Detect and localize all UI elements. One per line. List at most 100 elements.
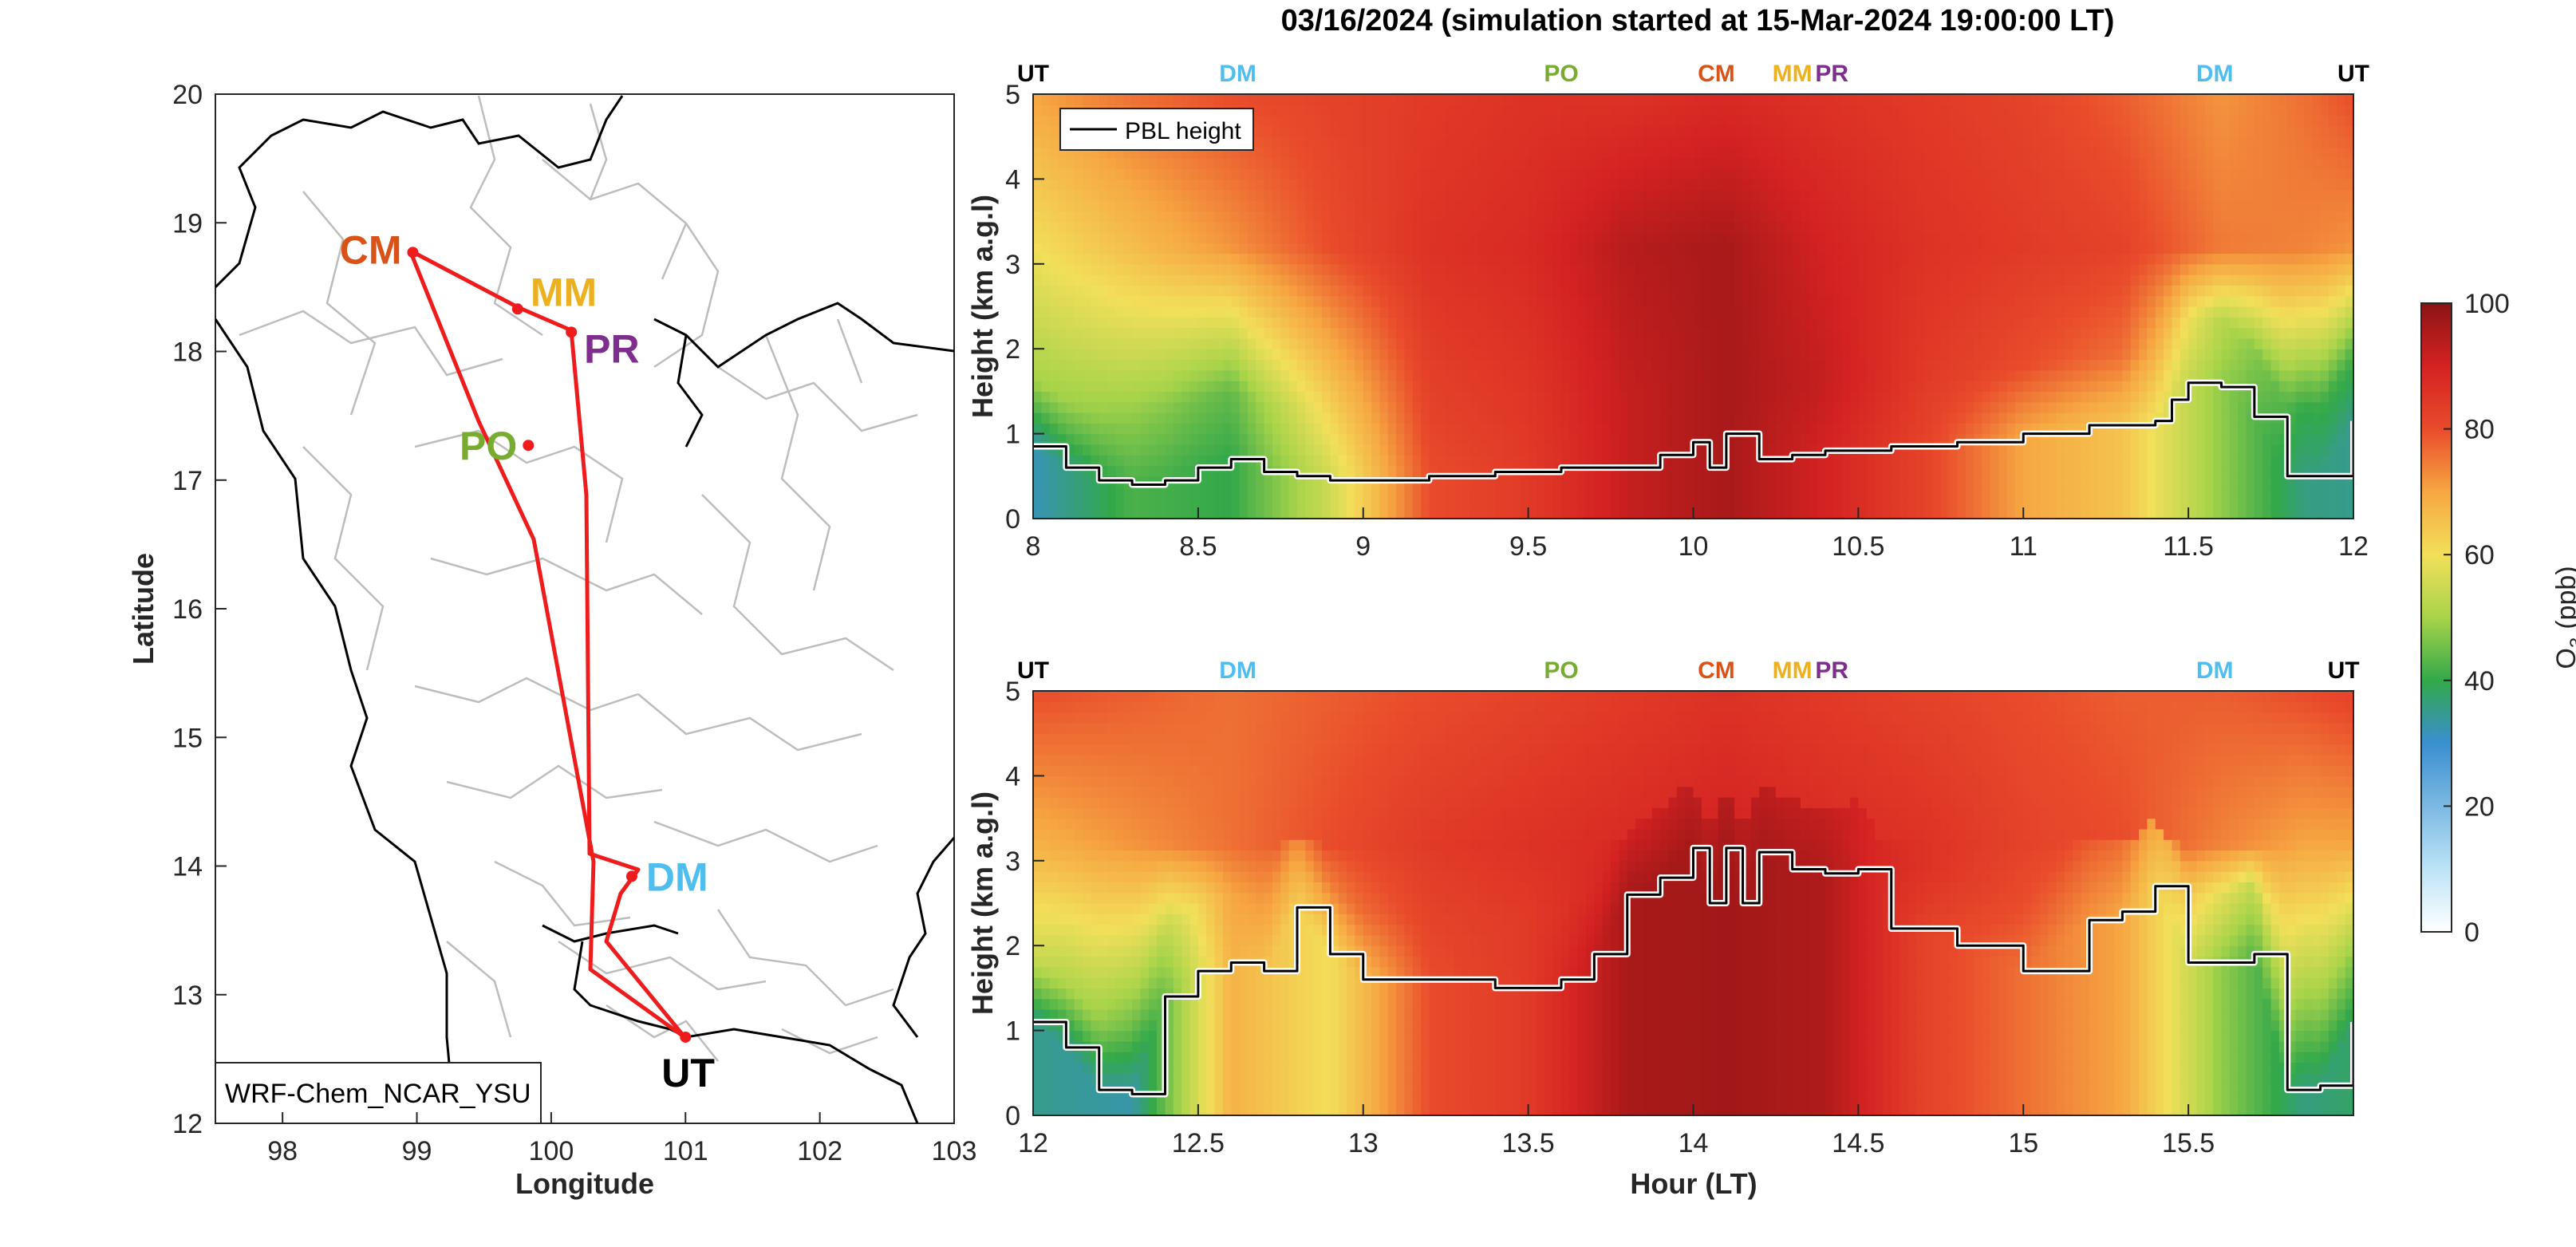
o3-cell [1206, 306, 1216, 318]
o3-cell [1718, 179, 1727, 191]
o3-cell [2048, 423, 2057, 435]
o3-cell [1552, 168, 1562, 180]
o3-cell [1841, 337, 1851, 349]
o3-cell [1181, 401, 1191, 413]
o3-cell [1214, 476, 1224, 487]
o3-cell [1123, 327, 1133, 339]
o3-cell [1446, 487, 1455, 498]
o3-cell [1189, 253, 1199, 265]
o3-cell [1858, 253, 1868, 265]
o3-cell [1833, 476, 1843, 487]
o3-cell [1577, 285, 1587, 297]
o3-cell [1083, 306, 1092, 318]
o3-cell [1288, 263, 1298, 275]
o3-cell [1875, 465, 1884, 477]
o3-cell [1231, 179, 1241, 191]
o3-cell [1305, 115, 1315, 127]
o3-cell [1742, 179, 1752, 191]
o3-cell [1974, 115, 1983, 127]
o3-cell [1718, 401, 1727, 413]
o3-cell [1396, 211, 1406, 223]
o3-cell [1107, 179, 1117, 191]
o3-cell [1809, 243, 1818, 255]
o3-cell [2006, 115, 2016, 127]
o3-cell [1446, 295, 1455, 307]
o3-cell [1998, 211, 2008, 223]
o3-cell [1355, 157, 1364, 169]
o3-cell [1058, 337, 1067, 349]
o3-cell [1660, 317, 1670, 329]
o3-cell [1115, 444, 1125, 456]
o3-cell [1396, 337, 1406, 349]
o3-cell [1437, 253, 1446, 265]
o3-cell [1528, 168, 1537, 180]
o3-cell [1726, 497, 1735, 509]
o3-cell [1800, 189, 1809, 201]
o3-cell [1924, 285, 1934, 297]
o3-cell [1157, 157, 1166, 169]
o3-cell [1313, 105, 1323, 116]
o3-cell [1611, 179, 1620, 191]
o3-cell [1074, 200, 1083, 211]
o3-cell [1949, 115, 1959, 127]
map-site-dot-cm [407, 247, 419, 258]
o3-cell [1033, 168, 1042, 180]
o3-cell [1577, 317, 1587, 329]
o3-cell [1536, 285, 1545, 297]
o3-cell [1915, 285, 1925, 297]
o3-cell [1825, 306, 1834, 318]
province-boundaries [239, 95, 918, 1062]
o3-cell [1998, 136, 2008, 148]
o3-cell [1940, 465, 1950, 477]
o3-cell [1841, 136, 1851, 148]
o3-cell [1685, 253, 1694, 265]
o3-cell [1544, 147, 1554, 159]
o3-cell [1586, 497, 1595, 509]
o3-cell [1883, 94, 1892, 105]
o3-cell [1825, 115, 1834, 127]
o3-cell [1775, 401, 1785, 413]
o3-cell [1883, 189, 1892, 201]
o3-cell [1602, 359, 1611, 371]
o3-cell [1552, 327, 1562, 339]
o3-cell [1280, 168, 1290, 180]
o3-cell [1611, 147, 1620, 159]
o3-cell [1833, 253, 1843, 265]
o3-cell [1330, 295, 1339, 307]
o3-cell [1561, 94, 1570, 105]
o3-cell [1974, 200, 1983, 211]
o3-cell [1586, 243, 1595, 255]
o3-cell [1924, 497, 1934, 509]
o3-cell [1049, 179, 1059, 191]
o3-cell [1115, 189, 1125, 201]
o3-cell [1635, 433, 1645, 445]
o3-cell [1693, 295, 1702, 307]
o3-cell [1784, 412, 1793, 424]
o3-cell [1355, 179, 1364, 191]
o3-cell [1792, 487, 1801, 498]
o3-cell [1511, 200, 1521, 211]
o3-cell [1049, 285, 1059, 297]
o3-cell [1883, 391, 1892, 403]
o3-cell [1949, 306, 1959, 318]
o3-cell [2014, 211, 2024, 223]
o3-cell [1462, 295, 1471, 307]
o3-cell [1256, 465, 1265, 477]
o3-cell [1280, 94, 1290, 105]
o3-cell [1750, 243, 1760, 255]
o3-cell [1627, 285, 1636, 297]
o3-cell [1197, 274, 1207, 286]
o3-cell [1446, 274, 1455, 286]
map-axes-box [215, 93, 955, 1124]
o3-cell [1280, 125, 1290, 137]
o3-cell [1189, 487, 1199, 498]
o3-cell [1784, 391, 1793, 403]
o3-cell [1454, 115, 1463, 127]
o3-cell [1503, 327, 1513, 339]
o3-cell [1503, 317, 1513, 329]
o3-cell [1478, 476, 1488, 487]
o3-cell [1041, 94, 1051, 105]
o3-cell [1058, 285, 1067, 297]
o3-cell [1742, 497, 1752, 509]
o3-cell [1924, 253, 1934, 265]
